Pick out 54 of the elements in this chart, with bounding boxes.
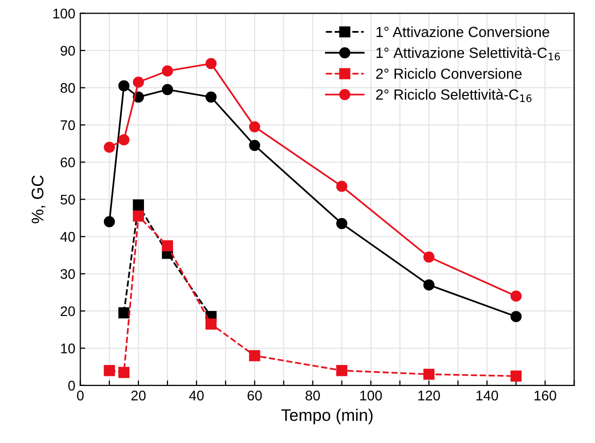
y-tick-label: 70 [60, 120, 75, 130]
point [118, 80, 130, 92]
point [118, 366, 130, 378]
point [510, 311, 522, 322]
x-tick-label: 80 [306, 390, 320, 400]
legend-label: 2° Riciclo Selettività-C$_{16}$ [376, 88, 532, 102]
point [423, 279, 434, 290]
x-tick-label: 20 [131, 390, 146, 400]
y-tick-label: 80 [60, 83, 75, 93]
y-tick-label: 60 [60, 157, 75, 168]
y-tick-label: 100 [53, 8, 75, 18]
point [132, 199, 144, 210]
point [336, 218, 348, 230]
point [205, 91, 217, 103]
x-axis-title: Tempo (min) [281, 408, 373, 424]
point [162, 65, 174, 77]
x-tick-label: 100 [360, 390, 382, 400]
y-tick-label: 30 [60, 269, 75, 279]
point [104, 216, 115, 228]
x-tick-label: 140 [476, 390, 498, 400]
point [249, 350, 260, 362]
point [118, 134, 130, 146]
point [336, 364, 348, 376]
point [249, 140, 260, 151]
point [423, 368, 434, 380]
point [162, 84, 174, 96]
x-tick-label: 40 [189, 390, 204, 400]
x-tick-label: 60 [248, 390, 262, 400]
point [423, 251, 434, 263]
point [132, 76, 144, 88]
point [132, 210, 144, 222]
point [510, 290, 522, 302]
legend-label: 1° Attivazione Selettività-C$_{16}$ [376, 47, 560, 60]
point [104, 364, 115, 376]
y-tick-label: 20 [60, 306, 75, 316]
point [162, 240, 174, 252]
y-tick-label: 50 [60, 194, 75, 205]
point [118, 307, 130, 318]
point [336, 180, 348, 192]
y-tick-label: 0 [68, 380, 75, 391]
y-tick-label: 90 [60, 46, 75, 56]
x-tick-label: 160 [534, 390, 556, 400]
x-tick-label: 120 [418, 390, 440, 400]
y-tick-label: 40 [60, 232, 75, 242]
point [205, 318, 217, 330]
y-axis-title: %, GC [32, 175, 46, 224]
x-tick-label: 0 [77, 390, 84, 400]
legend-label: 1° Attivazione Conversione [376, 26, 550, 38]
legend-label: 2° Riciclo Conversione [376, 68, 522, 79]
y-tick-label: 10 [61, 344, 75, 354]
point [249, 121, 260, 132]
point [510, 370, 522, 382]
point [104, 142, 115, 153]
point [205, 58, 217, 70]
